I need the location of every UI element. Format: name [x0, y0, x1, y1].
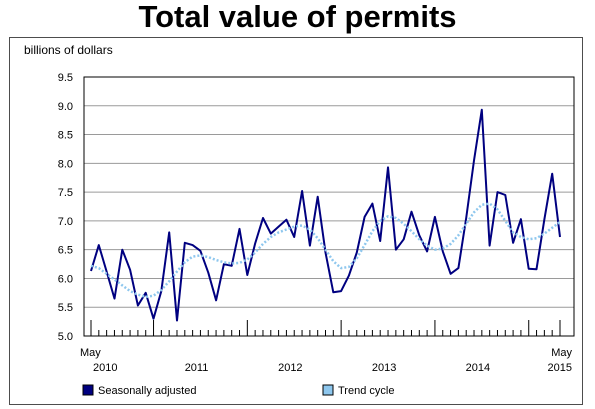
grid-lines	[84, 76, 574, 337]
y-axis-label: billions of dollars	[24, 43, 113, 57]
x-year-label: 2013	[372, 362, 396, 374]
y-tick-label: 5.0	[58, 331, 73, 343]
plot-area	[83, 76, 575, 337]
x-year-label: 2010	[93, 362, 117, 374]
chart-frame	[9, 37, 583, 405]
x-year-label: 2015	[548, 362, 572, 374]
y-tick-label: 7.5	[58, 187, 73, 199]
series-line-trend-cycle	[90, 202, 561, 299]
x-start-month-label: May	[80, 347, 101, 359]
y-tick-label: 8.5	[58, 130, 73, 142]
x-end-month-label: May	[551, 347, 572, 359]
x-axis-ticks: May 2010 May 2015 2011 2012 2013 2014	[80, 320, 572, 374]
y-tick-label: 7.0	[58, 216, 73, 228]
y-tick-label: 8.0	[58, 158, 73, 170]
y-tick-label: 9.0	[58, 101, 73, 113]
chart-title: Total value of permits	[138, 0, 457, 34]
series-lines	[90, 108, 561, 322]
legend-swatch	[82, 384, 94, 396]
y-axis-ticks: 5.0 5.5 6.0 6.5 7.0 7.5 8.0 8.5 9.0 9.5	[58, 72, 73, 343]
x-year-label: 2014	[466, 362, 490, 374]
y-tick-label: 5.5	[58, 302, 73, 314]
legend-label: Trend cycle	[338, 385, 394, 397]
legend-swatch	[322, 384, 334, 396]
y-tick-label: 6.5	[58, 245, 73, 257]
y-tick-label: 9.5	[58, 72, 73, 84]
y-tick-label: 6.0	[58, 273, 73, 285]
series-line-seasonally-adjusted	[90, 108, 561, 322]
x-year-label: 2012	[278, 362, 302, 374]
legend-label: Seasonally adjusted	[98, 385, 196, 397]
legend: Seasonally adjusted Trend cycle	[82, 384, 394, 397]
x-year-label: 2011	[185, 362, 209, 374]
